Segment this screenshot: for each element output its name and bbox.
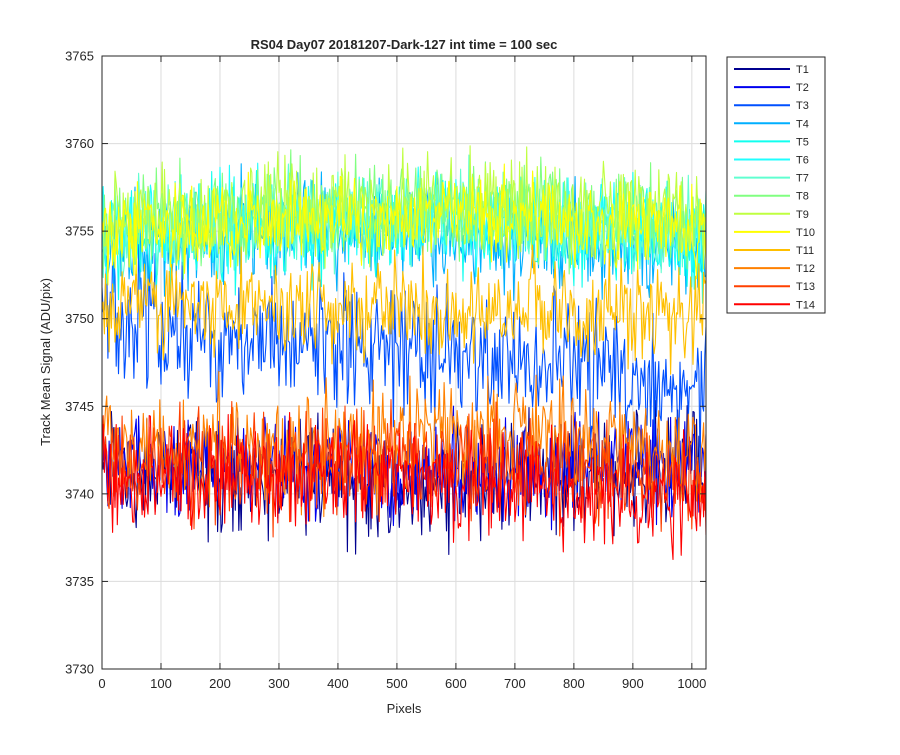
- series-line-t14: [102, 411, 706, 561]
- x-tick-label: 800: [563, 676, 585, 691]
- legend-label-t8: T8: [796, 191, 809, 203]
- x-tick-label: 600: [445, 676, 467, 691]
- legend-label-t4: T4: [796, 118, 809, 130]
- legend-label-t14: T14: [796, 299, 815, 311]
- x-tick-label: 1000: [677, 676, 706, 691]
- x-tick-label: 500: [386, 676, 408, 691]
- series-line-t9: [102, 145, 706, 270]
- x-tick-label: 300: [268, 676, 290, 691]
- chart-title: RS04 Day07 20181207-Dark-127 int time = …: [251, 37, 558, 52]
- series-line-t10: [102, 163, 706, 286]
- legend-label-t2: T2: [796, 82, 809, 94]
- x-axis-label: Pixels: [387, 701, 422, 716]
- legend-label-t13: T13: [796, 281, 815, 293]
- y-axis-label: Track Mean Signal (ADU/pix): [38, 278, 53, 446]
- y-tick-label: 3765: [65, 49, 94, 64]
- legend-label-t6: T6: [796, 155, 809, 167]
- x-axis-ticks: 0 100 200 300 400 500 600 700 800 900 1000: [98, 56, 706, 691]
- x-tick-label: 400: [327, 676, 349, 691]
- y-axis-ticks: 3730 3735 3740 3745 3750 3755 3760 3765: [65, 49, 706, 677]
- legend-label-t7: T7: [796, 173, 809, 185]
- y-tick-label: 3750: [65, 311, 94, 326]
- x-tick-label: 100: [150, 676, 172, 691]
- legend-label-t10: T10: [796, 227, 815, 239]
- y-tick-label: 3745: [65, 399, 94, 414]
- x-tick-label: 0: [98, 676, 105, 691]
- y-tick-label: 3735: [65, 574, 94, 589]
- legend-label-t9: T9: [796, 209, 809, 221]
- y-tick-label: 3755: [65, 224, 94, 239]
- series-line-t11: [102, 244, 706, 375]
- y-tick-label: 3760: [65, 136, 94, 151]
- series-layer: [102, 145, 706, 561]
- legend-label-t3: T3: [796, 100, 809, 112]
- legend: T1 T2 T3 T4 T5 T6 T7 T8 T9 T10 T11 T12 T13 T14: [726, 56, 826, 314]
- y-tick-label: 3740: [65, 486, 94, 501]
- series-line-t3: [102, 243, 706, 474]
- y-tick-label: 3730: [65, 662, 94, 677]
- legend-label-t5: T5: [796, 136, 809, 148]
- legend-box: [726, 56, 826, 314]
- x-tick-label: 700: [504, 676, 526, 691]
- x-tick-label: 900: [622, 676, 644, 691]
- legend-label-t11: T11: [796, 245, 814, 257]
- x-tick-label: 200: [209, 676, 231, 691]
- legend-label-t12: T12: [796, 263, 815, 275]
- axes-box: [101, 55, 707, 670]
- legend-label-t1: T1: [796, 64, 809, 76]
- series-line-t13: [102, 399, 706, 538]
